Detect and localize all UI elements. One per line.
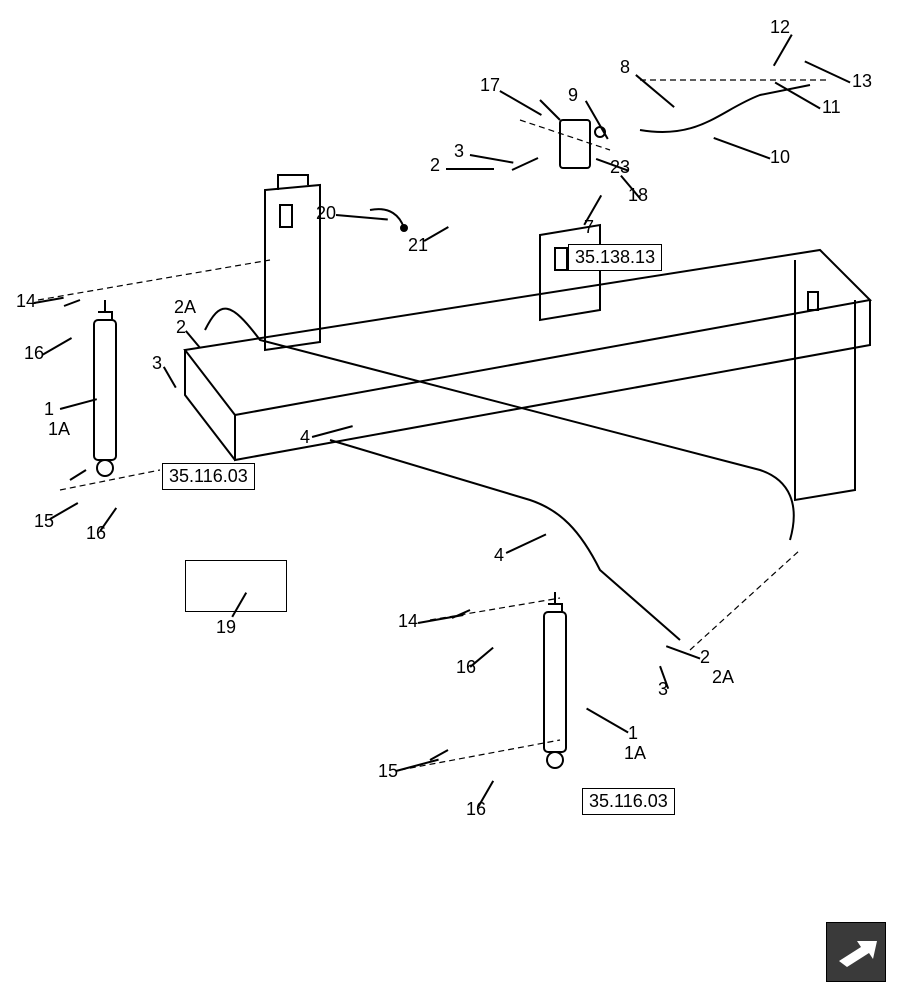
callout: 1A <box>48 420 70 440</box>
callout: 2 <box>700 648 710 668</box>
callout: 1 <box>44 400 54 420</box>
callout: 4 <box>494 546 504 566</box>
callout: 17 <box>480 76 500 96</box>
callout: 16 <box>466 800 486 820</box>
tool-inset-box <box>185 560 287 612</box>
callout: 13 <box>852 72 872 92</box>
callout: 20 <box>316 204 336 224</box>
callout: 12 <box>770 18 790 38</box>
ref-35-116-03-b: 35.116.03 <box>582 788 675 815</box>
callout: 8 <box>620 58 630 78</box>
assembly-diagram <box>0 0 904 1000</box>
callout: 10 <box>770 148 790 168</box>
ref-35-116-03-a: 35.116.03 <box>162 463 255 490</box>
callout: 15 <box>34 512 54 532</box>
next-page-icon[interactable] <box>826 922 886 982</box>
callout: 1 <box>628 724 638 744</box>
callout: 2 <box>176 318 186 338</box>
callout: 3 <box>454 142 464 162</box>
callout: 2 <box>430 156 440 176</box>
callout: 2A <box>712 668 734 688</box>
callout: 15 <box>378 762 398 782</box>
callout: 1A <box>624 744 646 764</box>
callout: 4 <box>300 428 310 448</box>
callout: 9 <box>568 86 578 106</box>
callout: 19 <box>216 618 236 638</box>
callout: 11 <box>822 98 841 118</box>
leader-line <box>446 168 494 170</box>
callout: 16 <box>456 658 476 678</box>
callout: 2A <box>174 298 196 318</box>
callout: 3 <box>152 354 162 374</box>
ref-35-138-13: 35.138.13 <box>568 244 662 271</box>
callout: 14 <box>398 612 418 632</box>
